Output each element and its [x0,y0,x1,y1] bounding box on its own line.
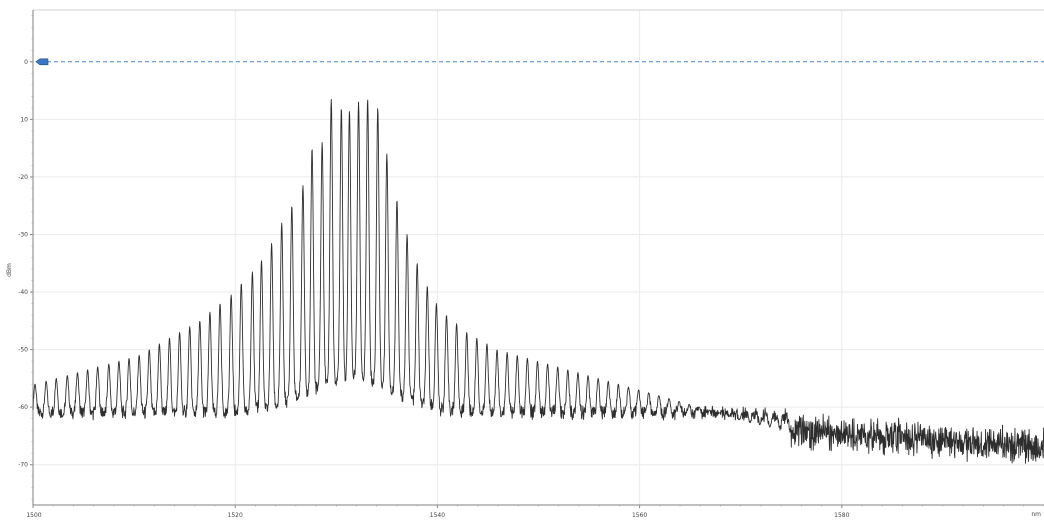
y-tick-label: -50 [18,347,28,354]
y-tick-label: -40 [18,289,28,296]
y-tick-label: 10 [20,116,28,123]
reference-marker-icon[interactable] [35,58,49,66]
x-tick-label: 1580 [834,512,849,519]
y-tick-label: 0 [24,59,28,66]
y-tick-label: -30 [18,231,28,238]
grid-layer [33,10,1044,505]
x-axis-label: nm [1031,511,1041,518]
x-tick-label: 1540 [430,512,445,519]
ticks-layer: 1500 1520 1540 1560 1580 0 10 -20 -30 -40 -50 -60 -7… [18,15,1044,519]
x-tick-label: 1520 [228,512,243,519]
y-axis-label: dBm [6,263,13,277]
spectrum-trace [32,98,1044,464]
x-tick-label: 1500 [26,512,41,519]
y-tick-label: -20 [18,174,28,181]
reference-layer [35,58,1044,66]
y-tick-label: -60 [18,404,28,411]
x-tick-label: 1560 [632,512,647,519]
y-tick-label: -70 [18,462,28,469]
